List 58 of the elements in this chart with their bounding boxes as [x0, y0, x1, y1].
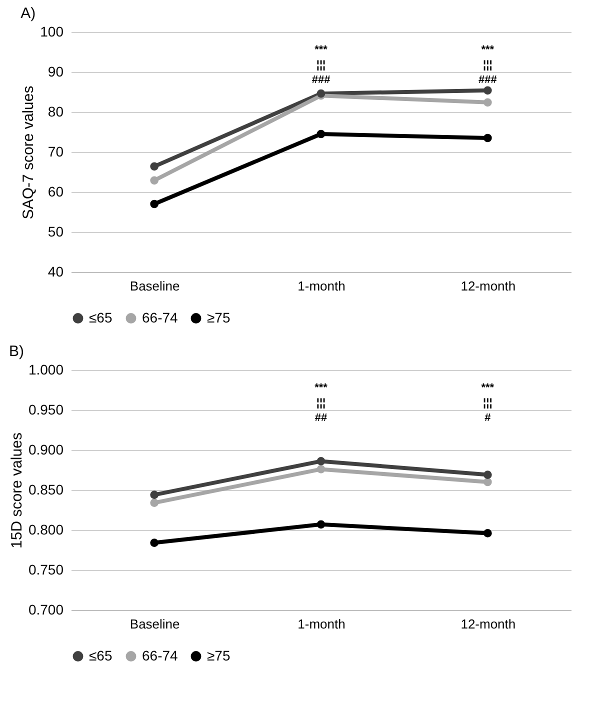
annotation: ## — [314, 412, 328, 424]
x-tick-label: 1-month — [298, 278, 346, 294]
legend-label: ≤65 — [89, 647, 112, 664]
point — [483, 470, 492, 479]
legend-label: ≥75 — [207, 309, 230, 326]
point — [483, 86, 492, 95]
legend-label: 66-74 — [142, 309, 178, 326]
point — [483, 529, 492, 538]
y-tick-label: 80 — [48, 104, 64, 120]
point — [483, 98, 492, 107]
annotation: ¦¦¦ — [483, 397, 492, 409]
point — [150, 498, 159, 507]
y-tick-label: 70 — [48, 144, 64, 160]
x-tick-label: Baseline — [130, 616, 180, 632]
point — [316, 130, 326, 138]
chart-title: B) — [8, 343, 24, 360]
point — [316, 520, 326, 529]
y-axis-title: SAQ-7 score values — [20, 86, 38, 220]
legend-label: ≥75 — [207, 647, 230, 664]
y-tick-label: 0.750 — [28, 562, 64, 578]
point — [150, 200, 159, 208]
point — [150, 490, 159, 499]
y-tick-label: 1.000 — [28, 362, 64, 378]
annotation: # — [484, 412, 491, 424]
x-tick-label: 12-month — [460, 278, 516, 294]
annotation: *** — [314, 44, 328, 56]
legend-label: ≤65 — [89, 309, 112, 326]
annotation: *** — [481, 44, 495, 56]
point — [150, 538, 159, 547]
point — [150, 176, 159, 185]
point — [316, 465, 326, 474]
annotation: *** — [481, 382, 495, 394]
y-axis-title: 15D score values — [8, 432, 26, 548]
chart-title: A) — [20, 5, 36, 22]
y-tick-label: 0.700 — [28, 602, 64, 618]
annotation: ### — [478, 74, 497, 86]
x-tick-label: Baseline — [130, 278, 180, 294]
y-tick-label: 0.850 — [28, 482, 64, 498]
y-tick-label: 90 — [48, 64, 64, 80]
point — [483, 478, 492, 486]
y-tick-label: 50 — [48, 224, 64, 240]
x-tick-label: 1-month — [298, 616, 346, 632]
annotation: ¦¦¦ — [316, 397, 326, 409]
point — [483, 134, 492, 142]
y-tick-label: 40 — [48, 264, 64, 280]
y-tick-label: 0.950 — [28, 402, 64, 418]
y-tick-label: 0.900 — [28, 442, 64, 458]
y-tick-label: 60 — [48, 184, 64, 200]
x-tick-label: 12-month — [460, 616, 516, 632]
annotation: ¦¦¦ — [483, 59, 492, 71]
point — [150, 162, 159, 171]
annotation: ### — [312, 74, 330, 86]
legend-label: 66-74 — [142, 647, 178, 664]
annotation: ¦¦¦ — [316, 59, 326, 71]
annotation: *** — [314, 382, 328, 394]
point — [316, 457, 326, 466]
y-tick-label: 0.800 — [28, 522, 64, 538]
y-tick-label: 100 — [40, 24, 64, 40]
